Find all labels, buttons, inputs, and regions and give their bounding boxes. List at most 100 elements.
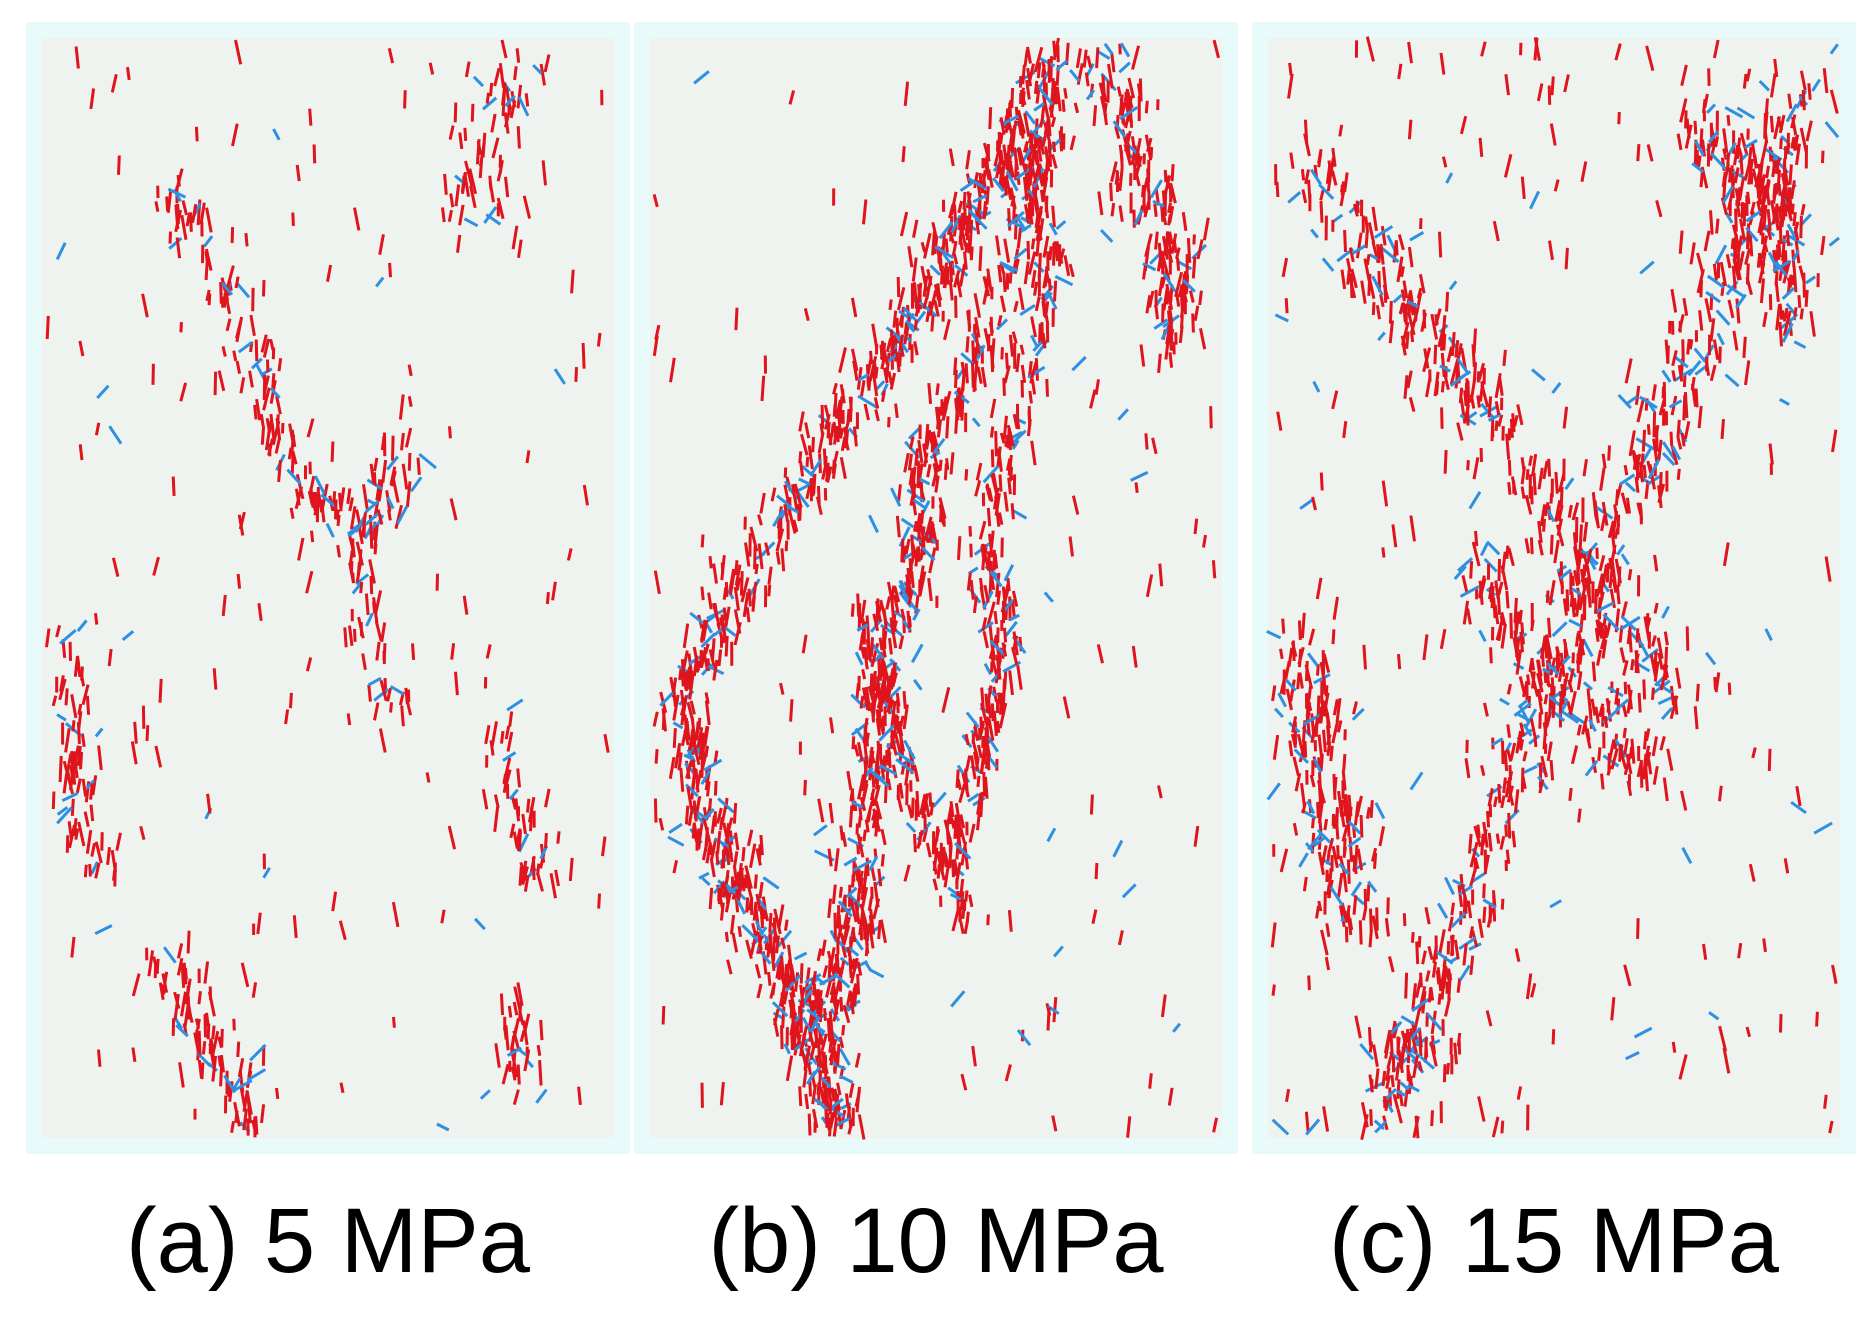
tensile-crack bbox=[749, 930, 759, 956]
tensile-crack bbox=[1540, 755, 1548, 778]
shear-crack bbox=[1338, 862, 1350, 876]
tensile-crack bbox=[1468, 833, 1473, 854]
tensile-crack bbox=[380, 622, 387, 643]
tensile-crack bbox=[935, 826, 940, 842]
tensile-crack bbox=[960, 1073, 968, 1091]
tensile-crack bbox=[404, 427, 413, 448]
tensile-crack bbox=[556, 831, 561, 844]
tensile-crack bbox=[131, 973, 141, 997]
tensile-crack bbox=[802, 1069, 808, 1088]
tensile-crack bbox=[1582, 594, 1587, 620]
shear-crack bbox=[59, 628, 77, 645]
tensile-crack bbox=[231, 123, 239, 147]
tensile-crack bbox=[726, 823, 730, 844]
tensile-crack bbox=[130, 741, 138, 765]
tensile-crack bbox=[154, 745, 163, 768]
tensile-crack bbox=[838, 396, 844, 416]
tensile-crack bbox=[1186, 238, 1192, 263]
tensile-crack bbox=[1645, 728, 1651, 742]
shear-crack bbox=[982, 465, 1000, 484]
tensile-crack bbox=[510, 1052, 519, 1078]
tensile-crack bbox=[232, 350, 238, 362]
tensile-crack bbox=[716, 807, 723, 824]
tensile-crack bbox=[1002, 377, 1006, 396]
tensile-crack bbox=[996, 590, 1001, 605]
tensile-crack bbox=[1568, 787, 1573, 801]
tensile-crack bbox=[449, 193, 455, 208]
tensile-crack bbox=[1030, 238, 1036, 250]
tensile-crack bbox=[1346, 859, 1351, 884]
tensile-crack bbox=[1751, 143, 1758, 169]
tensile-crack bbox=[863, 647, 869, 661]
tensile-crack bbox=[746, 829, 754, 847]
tensile-crack bbox=[220, 296, 225, 308]
tensile-crack bbox=[1478, 582, 1484, 598]
tensile-crack bbox=[1503, 153, 1513, 178]
tensile-crack bbox=[875, 758, 880, 772]
tensile-crack bbox=[536, 873, 544, 892]
shear-crack bbox=[668, 822, 683, 834]
tensile-crack bbox=[259, 413, 265, 427]
tensile-crack bbox=[770, 487, 777, 502]
shear-crack bbox=[1480, 402, 1495, 420]
tensile-crack bbox=[1738, 251, 1745, 271]
shear-crack bbox=[1468, 491, 1482, 510]
tensile-crack bbox=[1624, 358, 1633, 384]
tensile-crack bbox=[326, 264, 333, 282]
tensile-crack bbox=[255, 398, 262, 421]
tensile-crack bbox=[949, 801, 955, 818]
tensile-crack bbox=[1712, 263, 1718, 281]
tensile-crack bbox=[1037, 252, 1042, 278]
tensile-crack bbox=[1134, 137, 1142, 164]
tensile-crack bbox=[1657, 483, 1666, 504]
tensile-crack bbox=[1491, 1116, 1500, 1138]
tensile-crack bbox=[1503, 750, 1509, 772]
tensile-crack bbox=[1319, 472, 1324, 491]
shear-crack bbox=[851, 800, 864, 809]
tensile-crack bbox=[898, 635, 905, 650]
tensile-crack bbox=[1211, 560, 1217, 579]
tensile-crack bbox=[1016, 227, 1022, 249]
tensile-crack bbox=[1613, 504, 1619, 518]
tensile-crack bbox=[1407, 1072, 1414, 1087]
tensile-crack bbox=[1050, 116, 1057, 128]
tensile-crack bbox=[1605, 562, 1610, 583]
tensile-crack bbox=[1785, 230, 1791, 247]
tensile-crack bbox=[880, 661, 886, 677]
tensile-crack bbox=[999, 151, 1005, 166]
shear-crack bbox=[1293, 748, 1310, 764]
tensile-crack bbox=[72, 751, 78, 769]
tensile-crack bbox=[1075, 48, 1082, 69]
tensile-crack bbox=[1344, 926, 1349, 943]
tensile-crack bbox=[1449, 359, 1459, 385]
tensile-crack bbox=[1641, 429, 1647, 452]
tensile-crack bbox=[894, 403, 899, 418]
tensile-crack bbox=[1032, 190, 1040, 211]
tensile-crack bbox=[757, 543, 764, 570]
tensile-crack bbox=[1446, 346, 1454, 363]
tensile-crack bbox=[554, 869, 560, 887]
tensile-crack bbox=[1505, 545, 1510, 560]
tensile-crack bbox=[1327, 873, 1332, 899]
tensile-crack bbox=[1799, 70, 1807, 91]
shear-crack bbox=[1716, 332, 1725, 346]
tensile-crack bbox=[493, 67, 501, 87]
tensile-crack bbox=[1697, 405, 1703, 429]
shear-crack bbox=[921, 546, 936, 562]
tensile-crack bbox=[1407, 246, 1414, 268]
tensile-crack bbox=[692, 646, 701, 671]
tensile-crack bbox=[338, 920, 347, 941]
tensile-crack bbox=[1658, 399, 1666, 416]
tensile-crack bbox=[864, 819, 870, 833]
tensile-crack bbox=[742, 592, 750, 618]
tensile-crack bbox=[928, 792, 933, 807]
tensile-crack bbox=[153, 961, 158, 979]
shear-crack bbox=[1593, 601, 1615, 614]
tensile-crack bbox=[1430, 313, 1439, 340]
tensile-crack bbox=[839, 384, 846, 404]
tensile-crack bbox=[524, 93, 530, 107]
tensile-crack bbox=[965, 150, 971, 170]
tensile-crack bbox=[863, 865, 868, 882]
tensile-crack bbox=[759, 834, 764, 856]
shear-crack bbox=[1016, 1029, 1032, 1047]
